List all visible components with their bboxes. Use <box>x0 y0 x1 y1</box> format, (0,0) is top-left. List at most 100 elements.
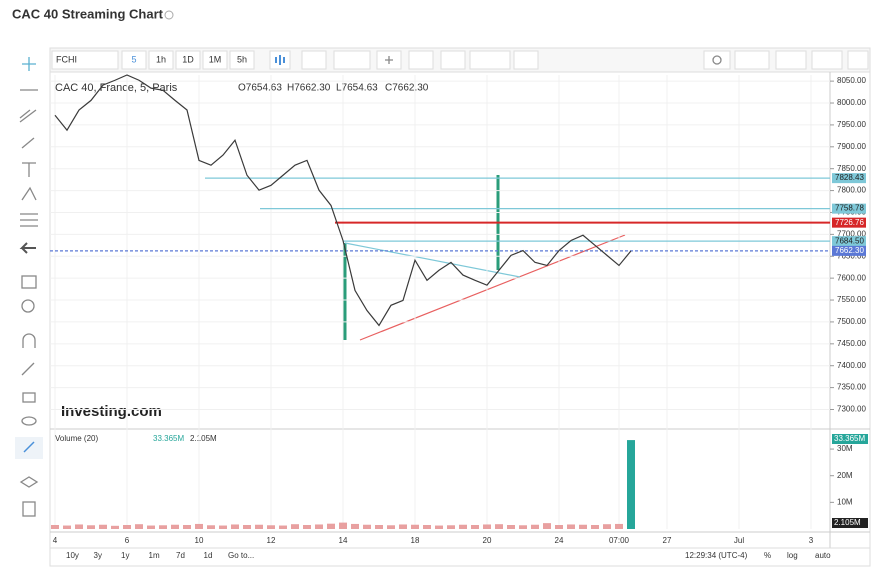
range-button[interactable]: 1m <box>149 551 160 560</box>
volume-bar <box>315 524 323 529</box>
chart-title: CAC 40, France, 5, Paris <box>55 82 178 94</box>
symbol-box[interactable] <box>51 50 119 70</box>
eye-icon[interactable] <box>21 416 37 426</box>
drawings <box>343 175 626 341</box>
volume-bar <box>327 523 335 529</box>
trend-line <box>359 234 626 341</box>
toolbar-icons <box>269 50 869 70</box>
interval-label: 5 <box>131 54 136 64</box>
volume-bar <box>411 524 419 529</box>
volume-bar <box>447 525 455 529</box>
back-icon[interactable] <box>19 242 36 254</box>
tool-button[interactable] <box>703 50 731 70</box>
range-button[interactable]: 7d <box>176 551 185 560</box>
y-tick-label: 7500.00 <box>837 317 866 326</box>
logo: Investing.com <box>61 403 162 420</box>
trend-line <box>344 242 521 278</box>
tool-button[interactable] <box>469 50 511 70</box>
zoom-icon[interactable] <box>21 299 35 313</box>
ohlc-value: C7662.30 <box>385 83 429 94</box>
level-label: 7684.50 <box>835 236 864 245</box>
volume-bar <box>219 525 227 529</box>
trash-icon[interactable] <box>22 501 36 517</box>
volume-bar <box>579 524 587 529</box>
volume-bar <box>99 524 107 529</box>
tool-button[interactable] <box>301 50 327 70</box>
volume-bar <box>519 525 527 529</box>
volume-bar <box>603 524 611 529</box>
volume-bar <box>291 524 299 529</box>
layers-icon[interactable] <box>19 476 39 488</box>
interval-button[interactable] <box>202 50 228 70</box>
tool-button[interactable] <box>408 50 434 70</box>
lock-icon[interactable] <box>22 392 36 403</box>
tool-button[interactable] <box>440 50 466 70</box>
y-tick-label: 30M <box>837 444 853 453</box>
info-icon[interactable] <box>164 10 174 20</box>
volume-bar <box>483 524 491 529</box>
ohlc-value: O7654.63 <box>238 83 282 94</box>
volume-bar <box>303 525 311 529</box>
volume-ma: 2.105M <box>190 434 217 443</box>
crosshair-icon[interactable] <box>22 57 36 71</box>
text-icon[interactable] <box>22 162 36 177</box>
tool-button[interactable] <box>811 50 843 70</box>
y-tick-label: 7300.00 <box>837 405 866 414</box>
y-tick-label: 7850.00 <box>837 164 866 173</box>
volume-bar <box>471 525 479 529</box>
range-button[interactable]: 1d <box>204 551 213 560</box>
pattern-icon[interactable] <box>21 186 37 201</box>
volume-bar <box>147 525 155 529</box>
option-button[interactable]: log <box>787 551 798 560</box>
option-button[interactable]: auto <box>815 551 831 560</box>
interval-button[interactable] <box>175 50 201 70</box>
volume-tag <box>832 434 868 444</box>
volume-bar <box>435 525 443 529</box>
volume-bar <box>567 524 575 529</box>
volume-bar <box>399 524 407 529</box>
range-button[interactable]: 10y <box>66 551 79 560</box>
level-tag <box>832 203 866 214</box>
level-label: 7662.30 <box>835 246 864 255</box>
volume-bar <box>255 524 263 529</box>
brush-icon[interactable] <box>21 137 35 149</box>
y-tick-label: 7400.00 <box>837 361 866 370</box>
y-tick-label: 8050.00 <box>837 76 866 85</box>
tool-button[interactable] <box>513 50 539 70</box>
volume-tag-label: 33.365M <box>834 434 865 443</box>
volume-bar <box>543 523 551 529</box>
goto-button[interactable]: Go to... <box>228 551 254 560</box>
volume-value: 33.365M <box>153 434 184 443</box>
option-button[interactable]: % <box>764 551 771 560</box>
volume-bar <box>351 523 359 529</box>
magnet-icon[interactable] <box>22 333 36 348</box>
volume-bar <box>63 525 71 529</box>
tool-button[interactable] <box>847 50 869 70</box>
volume-bar <box>387 525 395 529</box>
volume-name: Volume (20) <box>55 434 98 443</box>
volume-tag-label: 2.105M <box>834 518 861 527</box>
volume-bar <box>339 522 347 529</box>
interval-label: 1h <box>156 54 166 64</box>
tool-button[interactable] <box>775 50 807 70</box>
volume-bar <box>195 523 203 529</box>
interval-button[interactable] <box>148 50 174 70</box>
trend-tool-icon[interactable] <box>19 109 37 123</box>
x-tick-label: 3 <box>809 536 814 545</box>
tool-button[interactable] <box>734 50 770 70</box>
interval-button[interactable] <box>121 50 147 70</box>
sidebar <box>15 57 43 517</box>
level-label: 7726.76 <box>835 218 864 227</box>
y-tick-label: 10M <box>837 497 853 506</box>
x-tick-label: 12 <box>267 536 276 545</box>
price-line <box>54 74 632 327</box>
tool-button[interactable] <box>333 50 371 70</box>
pen-icon[interactable] <box>21 362 35 376</box>
measure-icon[interactable] <box>21 275 37 289</box>
symbol: FCHI <box>56 54 77 64</box>
fib-icon[interactable] <box>20 213 38 227</box>
interval-button[interactable] <box>229 50 255 70</box>
y-tick-label: 8000.00 <box>837 98 866 107</box>
range-button[interactable]: 3y <box>94 551 102 560</box>
range-button[interactable]: 1y <box>121 551 129 560</box>
